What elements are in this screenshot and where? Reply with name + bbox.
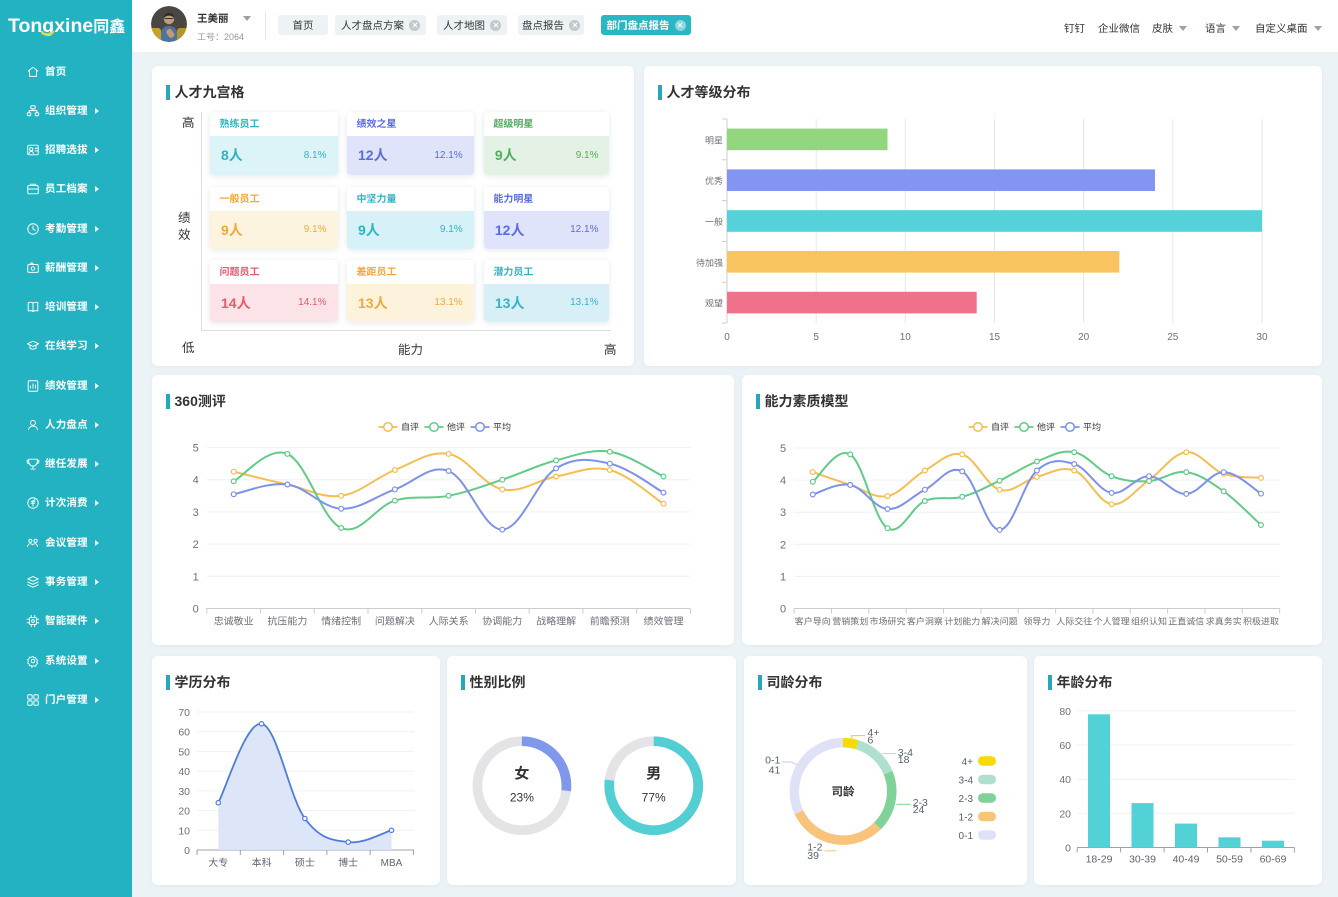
svg-text:3: 3 [780, 507, 786, 519]
svg-text:协调能力: 协调能力 [482, 616, 522, 628]
svg-text:硕士: 硕士 [295, 857, 315, 869]
svg-text:3-4: 3-4 [898, 747, 913, 759]
svg-text:50: 50 [178, 746, 190, 758]
svg-text:1-2: 1-2 [959, 812, 974, 823]
svg-text:1: 1 [193, 571, 199, 583]
svg-text:组织认知: 组织认知 [1131, 617, 1167, 627]
svg-text:23%: 23% [510, 791, 534, 805]
svg-text:个人管理: 个人管理 [1094, 617, 1130, 627]
svg-text:他评: 他评 [1037, 422, 1055, 432]
svg-text:营销策划: 营销策划 [832, 617, 868, 627]
svg-text:计划能力: 计划能力 [944, 617, 980, 627]
svg-text:绩效管理: 绩效管理 [644, 616, 684, 628]
svg-text:待加强: 待加强 [696, 258, 723, 268]
svg-text:大专: 大专 [208, 857, 228, 869]
svg-text:0: 0 [193, 604, 199, 616]
svg-text:人际交往: 人际交往 [1056, 617, 1092, 627]
svg-text:2-3: 2-3 [959, 794, 974, 805]
svg-text:20: 20 [1078, 332, 1090, 343]
svg-text:2: 2 [780, 539, 786, 551]
svg-text:41: 41 [769, 764, 781, 776]
svg-text:5: 5 [193, 443, 199, 455]
svg-text:战略理解: 战略理解 [536, 616, 576, 628]
svg-text:自评: 自评 [991, 422, 1009, 432]
svg-text:博士: 博士 [338, 857, 358, 869]
svg-text:1: 1 [780, 571, 786, 583]
svg-text:40: 40 [1059, 774, 1071, 786]
svg-text:观望: 观望 [705, 299, 723, 309]
svg-text:10: 10 [178, 825, 190, 837]
svg-text:自评: 自评 [401, 422, 419, 432]
svg-text:本科: 本科 [252, 857, 272, 869]
svg-text:60: 60 [178, 727, 190, 739]
svg-text:0: 0 [780, 604, 786, 616]
svg-text:男: 男 [646, 766, 661, 783]
svg-text:2: 2 [193, 539, 199, 551]
svg-text:人际关系: 人际关系 [429, 616, 469, 628]
svg-text:平均: 平均 [1083, 422, 1101, 432]
svg-text:司龄: 司龄 [832, 785, 855, 798]
svg-text:2-3: 2-3 [913, 797, 928, 809]
svg-text:60-69: 60-69 [1260, 854, 1287, 866]
svg-text:他评: 他评 [447, 422, 465, 432]
svg-text:4+: 4+ [868, 727, 880, 739]
svg-text:30: 30 [1256, 332, 1268, 343]
svg-text:领导力: 领导力 [1023, 617, 1050, 627]
svg-text:20: 20 [1059, 808, 1071, 820]
svg-text:前瞻预测: 前瞻预测 [590, 616, 630, 628]
svg-text:30-39: 30-39 [1129, 854, 1156, 866]
svg-text:忠诚敬业: 忠诚敬业 [214, 616, 254, 628]
svg-text:25: 25 [1167, 332, 1179, 343]
svg-text:0: 0 [1065, 843, 1071, 855]
svg-text:市场研究: 市场研究 [869, 617, 905, 627]
svg-text:10: 10 [900, 332, 912, 343]
svg-text:解决问题: 解决问题 [982, 617, 1018, 627]
svg-text:30: 30 [178, 786, 190, 798]
svg-text:抗压能力: 抗压能力 [267, 616, 307, 628]
svg-text:MBA: MBA [381, 858, 403, 869]
svg-text:女: 女 [514, 766, 529, 783]
svg-text:正直诚信: 正直诚信 [1168, 617, 1204, 627]
svg-text:求真务实: 求真务实 [1206, 617, 1242, 627]
svg-text:情绪控制: 情绪控制 [321, 616, 361, 628]
svg-text:5: 5 [813, 332, 819, 343]
svg-text:客户导向: 客户导向 [795, 617, 831, 627]
svg-text:问题解决: 问题解决 [375, 616, 415, 628]
svg-text:积极进取: 积极进取 [1243, 617, 1279, 627]
svg-text:0-1: 0-1 [765, 755, 780, 767]
svg-text:5: 5 [780, 443, 786, 455]
svg-text:4: 4 [193, 475, 199, 487]
svg-text:明星: 明星 [705, 135, 723, 145]
svg-text:3: 3 [193, 507, 199, 519]
svg-text:平均: 平均 [493, 422, 511, 432]
svg-text:77%: 77% [642, 791, 666, 805]
svg-text:3-4: 3-4 [959, 775, 974, 786]
svg-text:24: 24 [913, 804, 925, 816]
svg-text:50-59: 50-59 [1216, 854, 1243, 866]
svg-text:70: 70 [178, 707, 190, 719]
svg-text:80: 80 [1059, 706, 1071, 718]
svg-text:18-29: 18-29 [1086, 854, 1113, 866]
svg-text:4: 4 [780, 475, 786, 487]
svg-text:0-1: 0-1 [959, 831, 974, 842]
svg-text:0: 0 [184, 845, 190, 857]
svg-text:39: 39 [807, 850, 819, 862]
svg-text:40: 40 [178, 766, 190, 778]
svg-text:4+: 4+ [962, 757, 974, 768]
svg-text:1-2: 1-2 [807, 841, 822, 853]
svg-text:18: 18 [898, 754, 910, 766]
svg-text:20: 20 [178, 806, 190, 818]
svg-text:0: 0 [724, 332, 730, 343]
svg-text:40-49: 40-49 [1173, 854, 1200, 866]
svg-text:6: 6 [868, 735, 874, 747]
svg-text:60: 60 [1059, 740, 1071, 752]
svg-text:客户洞察: 客户洞察 [907, 617, 943, 627]
svg-text:一般: 一般 [705, 217, 723, 227]
svg-text:15: 15 [989, 332, 1001, 343]
svg-text:优秀: 优秀 [705, 176, 723, 186]
